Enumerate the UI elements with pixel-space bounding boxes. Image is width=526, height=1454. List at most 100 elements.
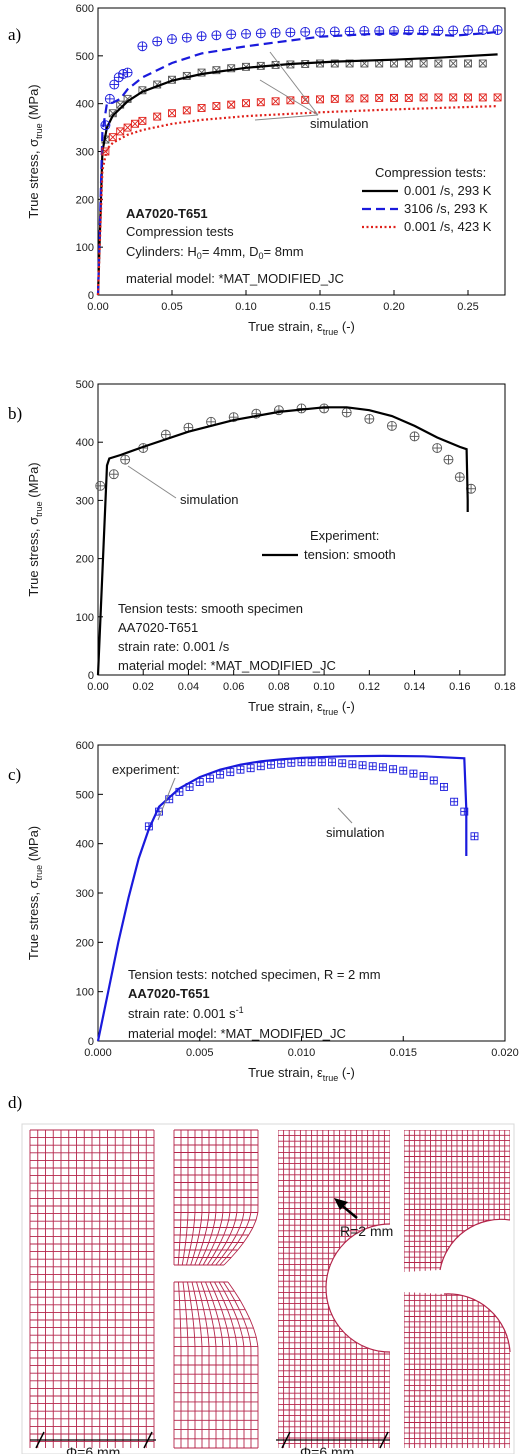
mesh-notched-fractured	[404, 1130, 511, 1448]
series-2-marker	[138, 116, 147, 125]
series-1-marker	[152, 36, 163, 47]
series-0-marker	[409, 769, 418, 778]
chart-c-text-1: Tension tests: notched specimen, R = 2 m…	[128, 967, 381, 982]
series-0-marker	[120, 454, 131, 465]
series-0-marker	[419, 59, 428, 68]
series-1-marker	[100, 120, 111, 131]
legend-entry: 0.001 /s, 423 K	[404, 219, 492, 234]
x-tick-label: 0.02	[133, 681, 154, 693]
y-tick-label: 300	[76, 495, 94, 507]
series-0-line	[96, 406, 469, 676]
series-0-marker	[328, 758, 336, 767]
chart-b-text-4: material model: *MAT_MODIFIED_JC	[118, 658, 336, 673]
series-0-line	[96, 754, 468, 1042]
x-tick-label: 0.12	[359, 681, 380, 693]
chart-a-test-label: Compression tests	[126, 224, 234, 239]
series-2-marker	[449, 93, 458, 102]
series-0-marker	[108, 469, 119, 480]
series-2-marker	[301, 95, 310, 104]
y-tick-label: 500	[76, 51, 94, 63]
x-tick-label: 0.18	[494, 681, 515, 693]
panel-label-b: b)	[8, 404, 22, 423]
mesh-panel: R=2 mm Φ=6 mm Φ=6 mm	[21, 1123, 515, 1454]
series-2-marker	[108, 133, 117, 142]
mesh-panel-frame	[21, 1123, 515, 1454]
series-2-marker	[116, 127, 125, 136]
series-0-marker	[419, 772, 428, 781]
x-tick-label: 0.00	[87, 301, 108, 313]
series-1-marker	[300, 26, 311, 37]
series-0-marker	[378, 763, 387, 772]
series-1-marker	[109, 79, 120, 90]
series-0-marker	[338, 759, 347, 768]
series-2-marker	[131, 119, 139, 128]
series-0-marker	[307, 758, 316, 767]
chart-c-text-3: strain rate: 0.001 s-1	[128, 1005, 244, 1021]
series-2-marker	[478, 93, 487, 102]
mesh-smooth-specimen	[29, 1129, 155, 1448]
chart-c: 0.000 0.005 0.010 0.015 0.020 0 100 200 300 400 50…	[26, 740, 519, 1083]
series-1-marker	[181, 32, 192, 43]
x-tick-label: 0.10	[235, 301, 256, 313]
series-2-marker	[390, 93, 398, 102]
series-1-marker	[167, 34, 177, 45]
series-0-marker	[273, 405, 284, 416]
x-tick-label: 0.010	[288, 1047, 316, 1059]
series-1-marker	[255, 28, 266, 39]
radius-label: R=2 mm	[340, 1223, 393, 1239]
series-0-marker	[216, 770, 225, 779]
y-tick-label: 400	[76, 437, 94, 449]
series-2-marker	[434, 93, 443, 102]
series-1-marker	[463, 25, 473, 35]
series-1-marker	[315, 26, 325, 37]
x-tick-label: 0.20	[383, 301, 404, 313]
series-0-marker	[386, 420, 397, 431]
y-tick-label: 0	[88, 670, 94, 682]
series-2-marker	[182, 106, 191, 115]
x-axis-label: True strain, εtrue (-)	[248, 319, 355, 337]
series-0-marker	[277, 759, 286, 768]
series-2-marker	[242, 99, 250, 108]
simulation-leader-line	[337, 807, 353, 824]
mesh-notched-specimen	[278, 1130, 391, 1448]
series-2-marker	[330, 94, 339, 103]
series-0-marker	[464, 59, 472, 68]
series-0-marker	[205, 774, 214, 783]
simulation-leader-line	[127, 465, 177, 499]
series-1-marker	[477, 25, 488, 35]
series-1-marker	[122, 67, 133, 78]
series-2-marker	[271, 97, 280, 106]
x-tick-label: 0.04	[178, 681, 199, 693]
series-2-marker	[197, 104, 206, 112]
x-tick-label: 0.00	[87, 681, 108, 693]
x-tick-label: 0.05	[161, 301, 182, 313]
chart-c-text-2: AA7020-T651	[128, 986, 210, 1001]
y-tick-label: 400	[76, 839, 94, 851]
series-2-marker	[212, 102, 221, 111]
y-tick-label: 200	[76, 937, 94, 949]
series-0-marker	[236, 765, 245, 774]
y-tick-label: 600	[76, 3, 94, 15]
legend-entry: 0.001 /s, 293 K	[404, 183, 492, 198]
series-0-marker	[287, 758, 296, 767]
y-tick-label: 500	[76, 379, 94, 391]
series-0-marker	[246, 764, 255, 773]
series-1-marker	[285, 27, 296, 38]
series-2-marker	[345, 94, 354, 103]
dimension-right: Φ=6 mm	[276, 1431, 390, 1454]
series-0-marker	[409, 431, 420, 442]
series-0-marker	[404, 59, 413, 68]
x-tick-label: 0.08	[268, 681, 289, 693]
series-0-marker	[454, 472, 465, 483]
legend-entry: 3106 /s, 293 K	[404, 201, 488, 216]
chart-c-experiment-label: experiment:	[112, 762, 180, 777]
series-1-marker	[226, 29, 237, 40]
series-1-line	[96, 30, 498, 296]
y-tick-label: 200	[76, 554, 94, 566]
series-0-marker	[432, 443, 443, 453]
chart-c-simulation-label: simulation	[326, 825, 385, 840]
chart-b-text-3: strain rate: 0.001 /s	[118, 639, 230, 654]
series-1-marker	[137, 41, 148, 52]
series-2-marker	[404, 93, 413, 102]
x-tick-label: 0.25	[457, 301, 478, 313]
